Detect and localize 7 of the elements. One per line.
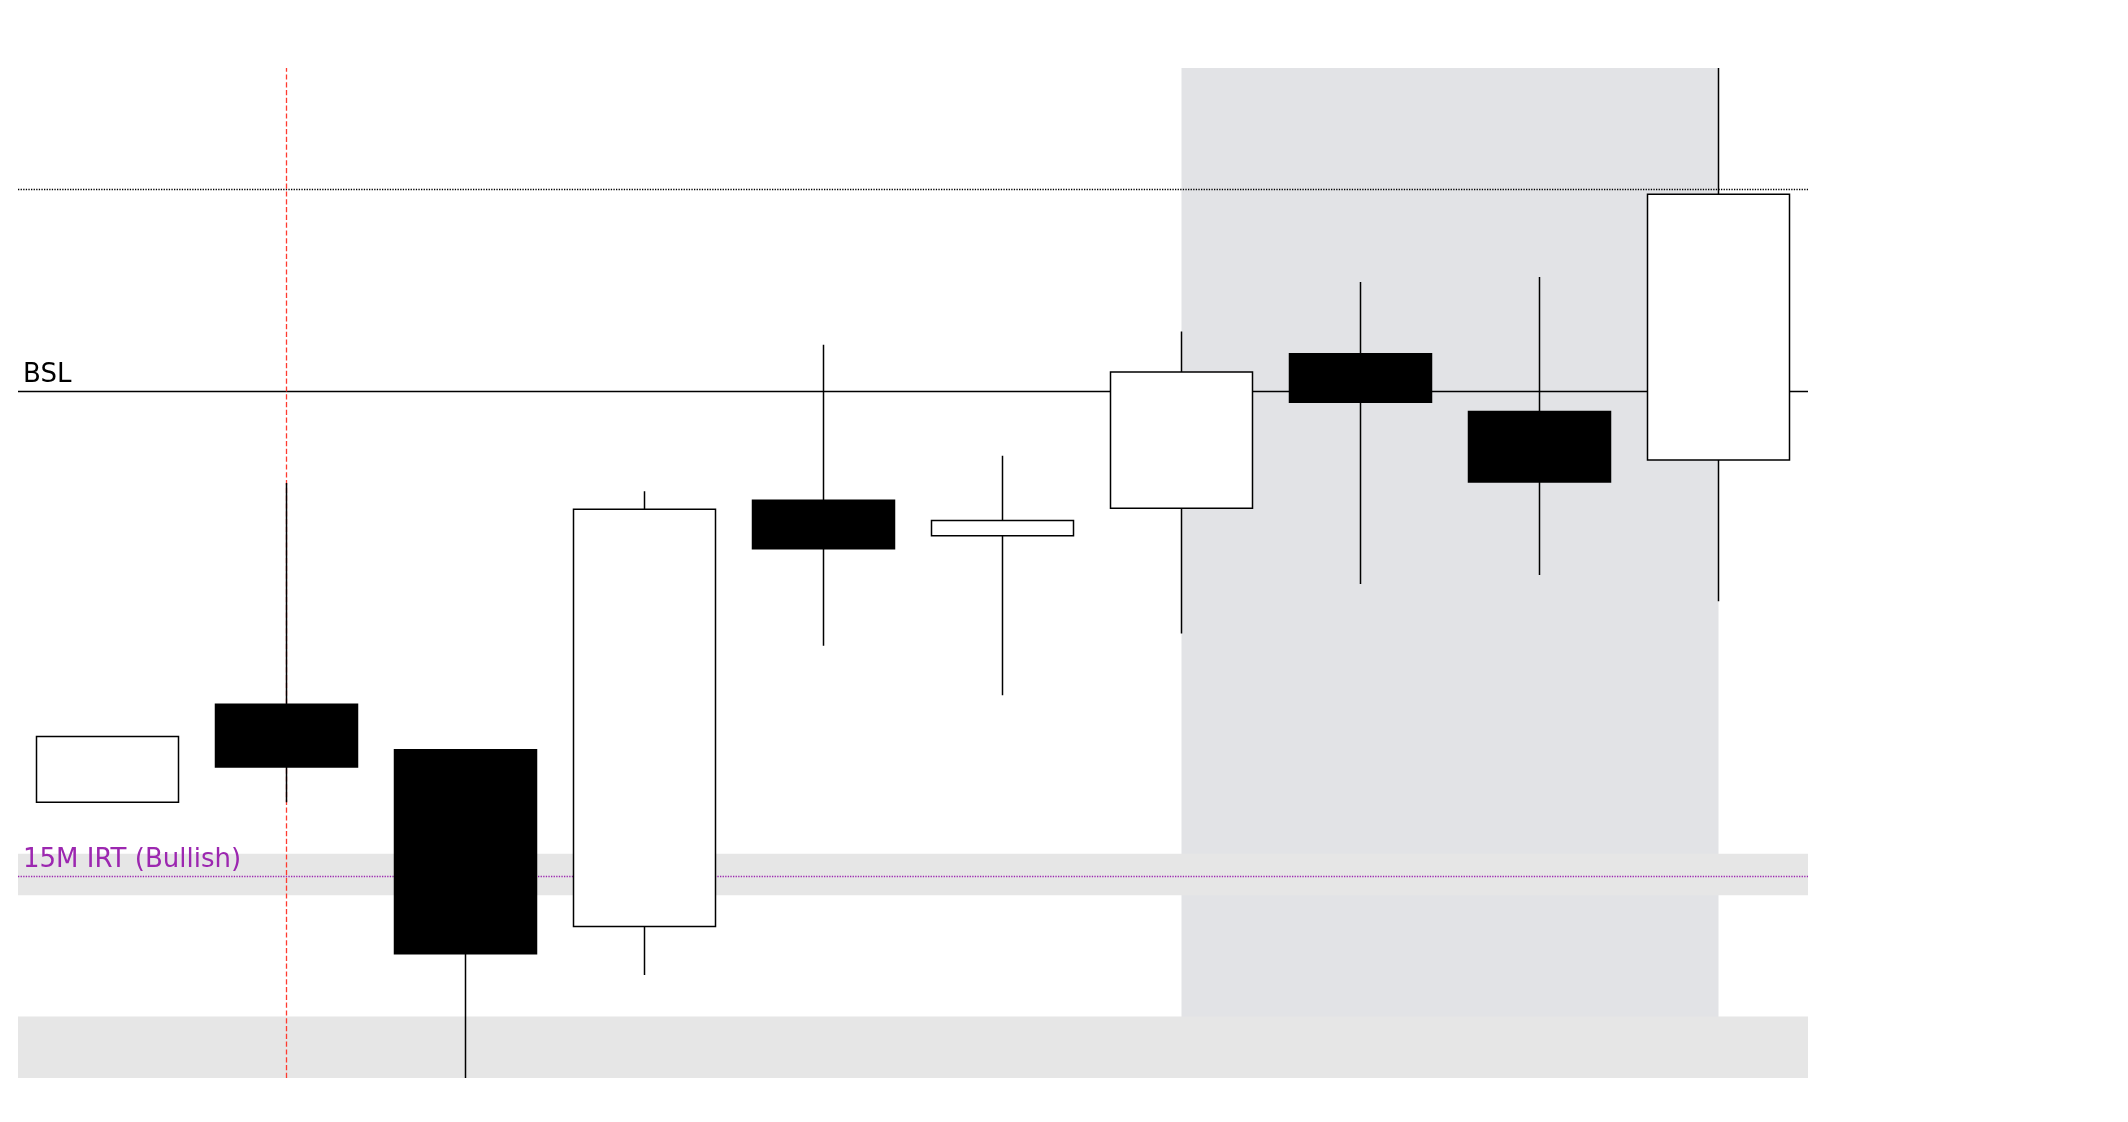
candlestick [393, 749, 538, 1079]
candlestick [572, 490, 717, 976]
candlestick [35, 735, 180, 804]
ref-line-label: 15M IRT (Bullish) [23, 843, 242, 873]
candlestick [930, 455, 1075, 696]
candlestick [214, 482, 359, 804]
ref-line-label: BSL [23, 358, 72, 389]
